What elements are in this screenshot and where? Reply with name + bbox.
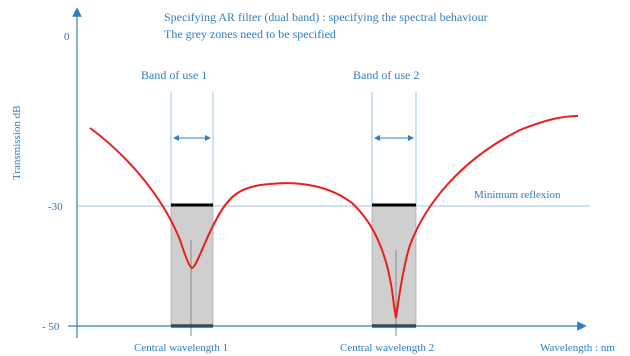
x-axis-label: Wavelength : nm <box>540 342 615 354</box>
band-1-label: Band of use 1 <box>141 68 207 82</box>
title-line-2: The grey zones need to be specified <box>164 27 336 41</box>
grey-zone-band-1 <box>170 204 214 327</box>
central-wavelength-1-label: Central wavelength 1 <box>134 342 228 354</box>
y-tick-0: 0 <box>64 31 70 43</box>
y-tick-minus30: -30 <box>48 201 63 213</box>
central-wavelength-2-label: Central wavelength 2 <box>340 342 434 354</box>
minimum-reflexion-label: Minimum reflexion <box>474 189 561 201</box>
transmission-curve <box>89 115 579 319</box>
y-axis-label: Transmission dB <box>11 106 23 180</box>
y-tick-minus50: - 50 <box>42 321 60 333</box>
title-line-1: Specifying AR filter (dual band) : speci… <box>164 10 488 24</box>
band-2-label: Band of use 2 <box>353 68 419 82</box>
